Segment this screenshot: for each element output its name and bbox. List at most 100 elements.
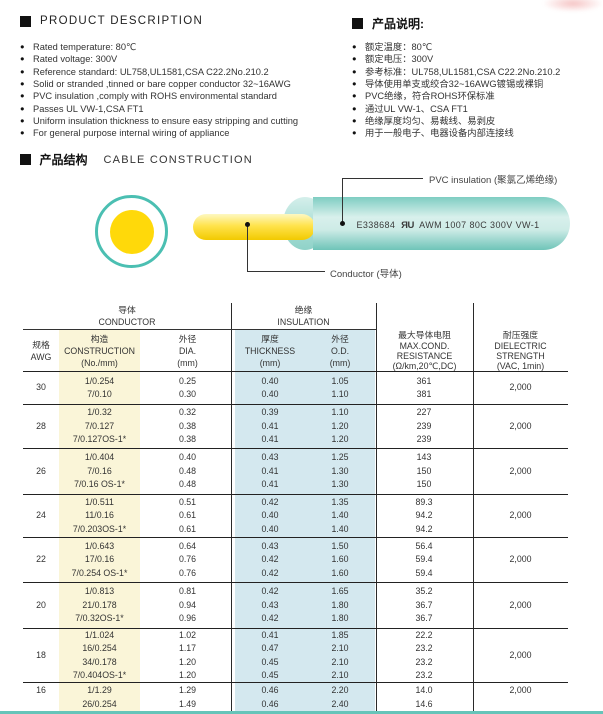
cell-construction: 1/0.813 21/0.178 7/0.32OS-1* [59,583,140,628]
cell-dia: 0.51 0.61 0.61 [140,495,235,537]
cell-value: 2,000 [509,420,532,431]
cell-dia: 0.81 0.94 0.96 [140,583,235,628]
cell-value: 0.42 [261,554,279,565]
bullet-icon: ● [352,128,357,138]
notes-item-text: 额定电压：300V [365,54,434,65]
bottom-teal-strip [0,711,603,714]
cell-value: 0.41 [261,465,279,476]
cell-value: 1/0.32 [87,407,112,418]
cell-dia: 0.64 0.76 0.76 [140,538,235,582]
cell-value: 0.40 [261,510,279,521]
header-line: MAX.COND. [399,340,450,351]
cell-value: 35.2 [415,586,433,597]
cell-value: 16/0.254 [82,643,117,653]
cell-value: 1.60 [331,554,349,565]
cell-value: 0.40 [261,523,279,534]
cell-value: 1/0.511 [85,496,114,507]
cell-value: 0.43 [261,599,279,610]
cell-value: 1.20 [178,670,197,680]
cell-awg: 30 [23,372,59,404]
cell-value: 0.46 [261,685,279,695]
cell-construction: 1/0.254 7/0.10 [59,372,140,404]
cell-value: 2.10 [331,643,349,653]
cell-value: 7/0.404OS-1* [72,670,127,680]
cell-thickness: 0.42 0.40 0.40 [235,495,305,537]
table-vline-1 [231,303,233,714]
cell-value: 0.42 [261,586,279,597]
cell-value: 7/0.127 [84,420,115,431]
cell-value: 0.45 [261,656,279,667]
cell-awg: 28 [23,405,59,448]
cell-resistance: 22.2 23.2 23.2 23.2 [375,629,473,682]
cell-value: 0.96 [178,613,197,624]
cell-value: 2,000 [509,382,532,393]
cell-value: 14.6 [415,698,433,709]
description-item: ● Uniform insulation thickness to ensure … [20,115,355,127]
cell-value: 0.39 [261,407,279,418]
cell-value: 89.3 [415,496,433,507]
header-line: DIELECTRIC [494,340,547,351]
cell-value: 14.0 [415,685,433,695]
conductor-label: Conductor (导体) [330,269,402,280]
cell-value: 26/0.254 [82,698,117,709]
cell-value: 0.41 [261,434,279,445]
header-line: O.D. [330,346,350,356]
product-notes-title: 产品说明: [372,17,424,31]
cell-thickness: 0.46 0.46 [235,683,305,714]
insulation-column-band [235,330,375,714]
cell-value: 1/0.813 [84,586,115,597]
header-line: 构造 [90,334,109,344]
cable-print-text: E338684 ЯU AWM 1007 80C 300V VW-1 [330,220,566,231]
cell-value: 1.30 [331,465,349,476]
description-item-text: Rated temperature: 80℃ [33,42,137,52]
cell-value: 1.20 [178,656,197,667]
cell-dia: 0.25 0.30 [140,372,235,404]
cell-value: 0.42 [261,496,279,507]
cell-value: 0.40 [261,375,279,386]
group-insulation-zh: 绝缘 [294,304,313,315]
cell-value: 1.40 [331,523,349,534]
cell-value: 34/0.178 [82,656,117,667]
cell-dielectric: 2,000 [473,538,568,582]
notes-item-text: PVC绝缘，符合ROHS环保标准 [365,91,495,102]
notes-item: ● PVC绝缘，符合ROHS环保标准 [352,90,602,102]
cell-value: 1.20 [331,420,349,431]
cell-thickness: 0.42 0.43 0.42 [235,583,305,628]
cell-value: 1.80 [331,613,349,624]
header-thickness: 厚度 THICKNESS (mm) [235,330,305,372]
group-header-insulation: 绝缘 INSULATION [231,304,376,329]
description-item-text: For general purpose internal wiring of a… [33,128,230,139]
header-construction: 构造 CONSTRUCTION (No./mm) [59,330,140,372]
product-description-list-en: ● Rated temperature: 80℃ ● Rated voltage: 3… [20,41,355,140]
product-description-header: PRODUCT DESCRIPTION [20,15,203,27]
cell-value: 59.4 [415,554,433,565]
cell-dielectric: 2,000 [473,495,568,537]
cell-construction: 1/0.32 7/0.127 7/0.127OS-1* [59,405,140,448]
cell-value: 1.17 [178,643,197,653]
cell-thickness: 0.43 0.42 0.42 [235,538,305,582]
cell-value: 20 [36,599,46,610]
cell-value: 0.76 [178,567,197,578]
table-row-awg-16: 16 1/1.29 26/0.254 1.29 1.49 0.46 0.46 2.20 2.40… [23,683,568,714]
bullet-icon: ● [20,42,25,51]
cell-value: 94.2 [415,510,433,521]
cell-value: 1.30 [331,479,349,490]
cell-construction: 1/0.511 11/0.16 7/0.203OS-1* [59,495,140,537]
group-underline [23,329,376,331]
cell-value: 0.43 [261,452,279,463]
cell-value: 1/1.024 [84,629,115,640]
cell-value: 0.61 [178,523,197,534]
cell-od: 1.35 1.40 1.40 [305,495,375,537]
cell-value: 7/0.254 OS-1* [71,567,128,578]
cell-value: 18 [36,649,46,660]
section-square-icon [20,15,31,27]
cell-value: 0.32 [178,407,197,418]
cell-value: 2,000 [509,599,532,610]
cell-value: 26 [36,465,46,476]
cell-value: 1.85 [331,629,349,640]
cell-value: 1/1.29 [87,685,112,695]
cell-awg: 16 [23,683,59,714]
notes-item-text: 通过UL VW-1、CSA FT1 [365,103,468,114]
cell-value: 0.43 [261,540,279,551]
